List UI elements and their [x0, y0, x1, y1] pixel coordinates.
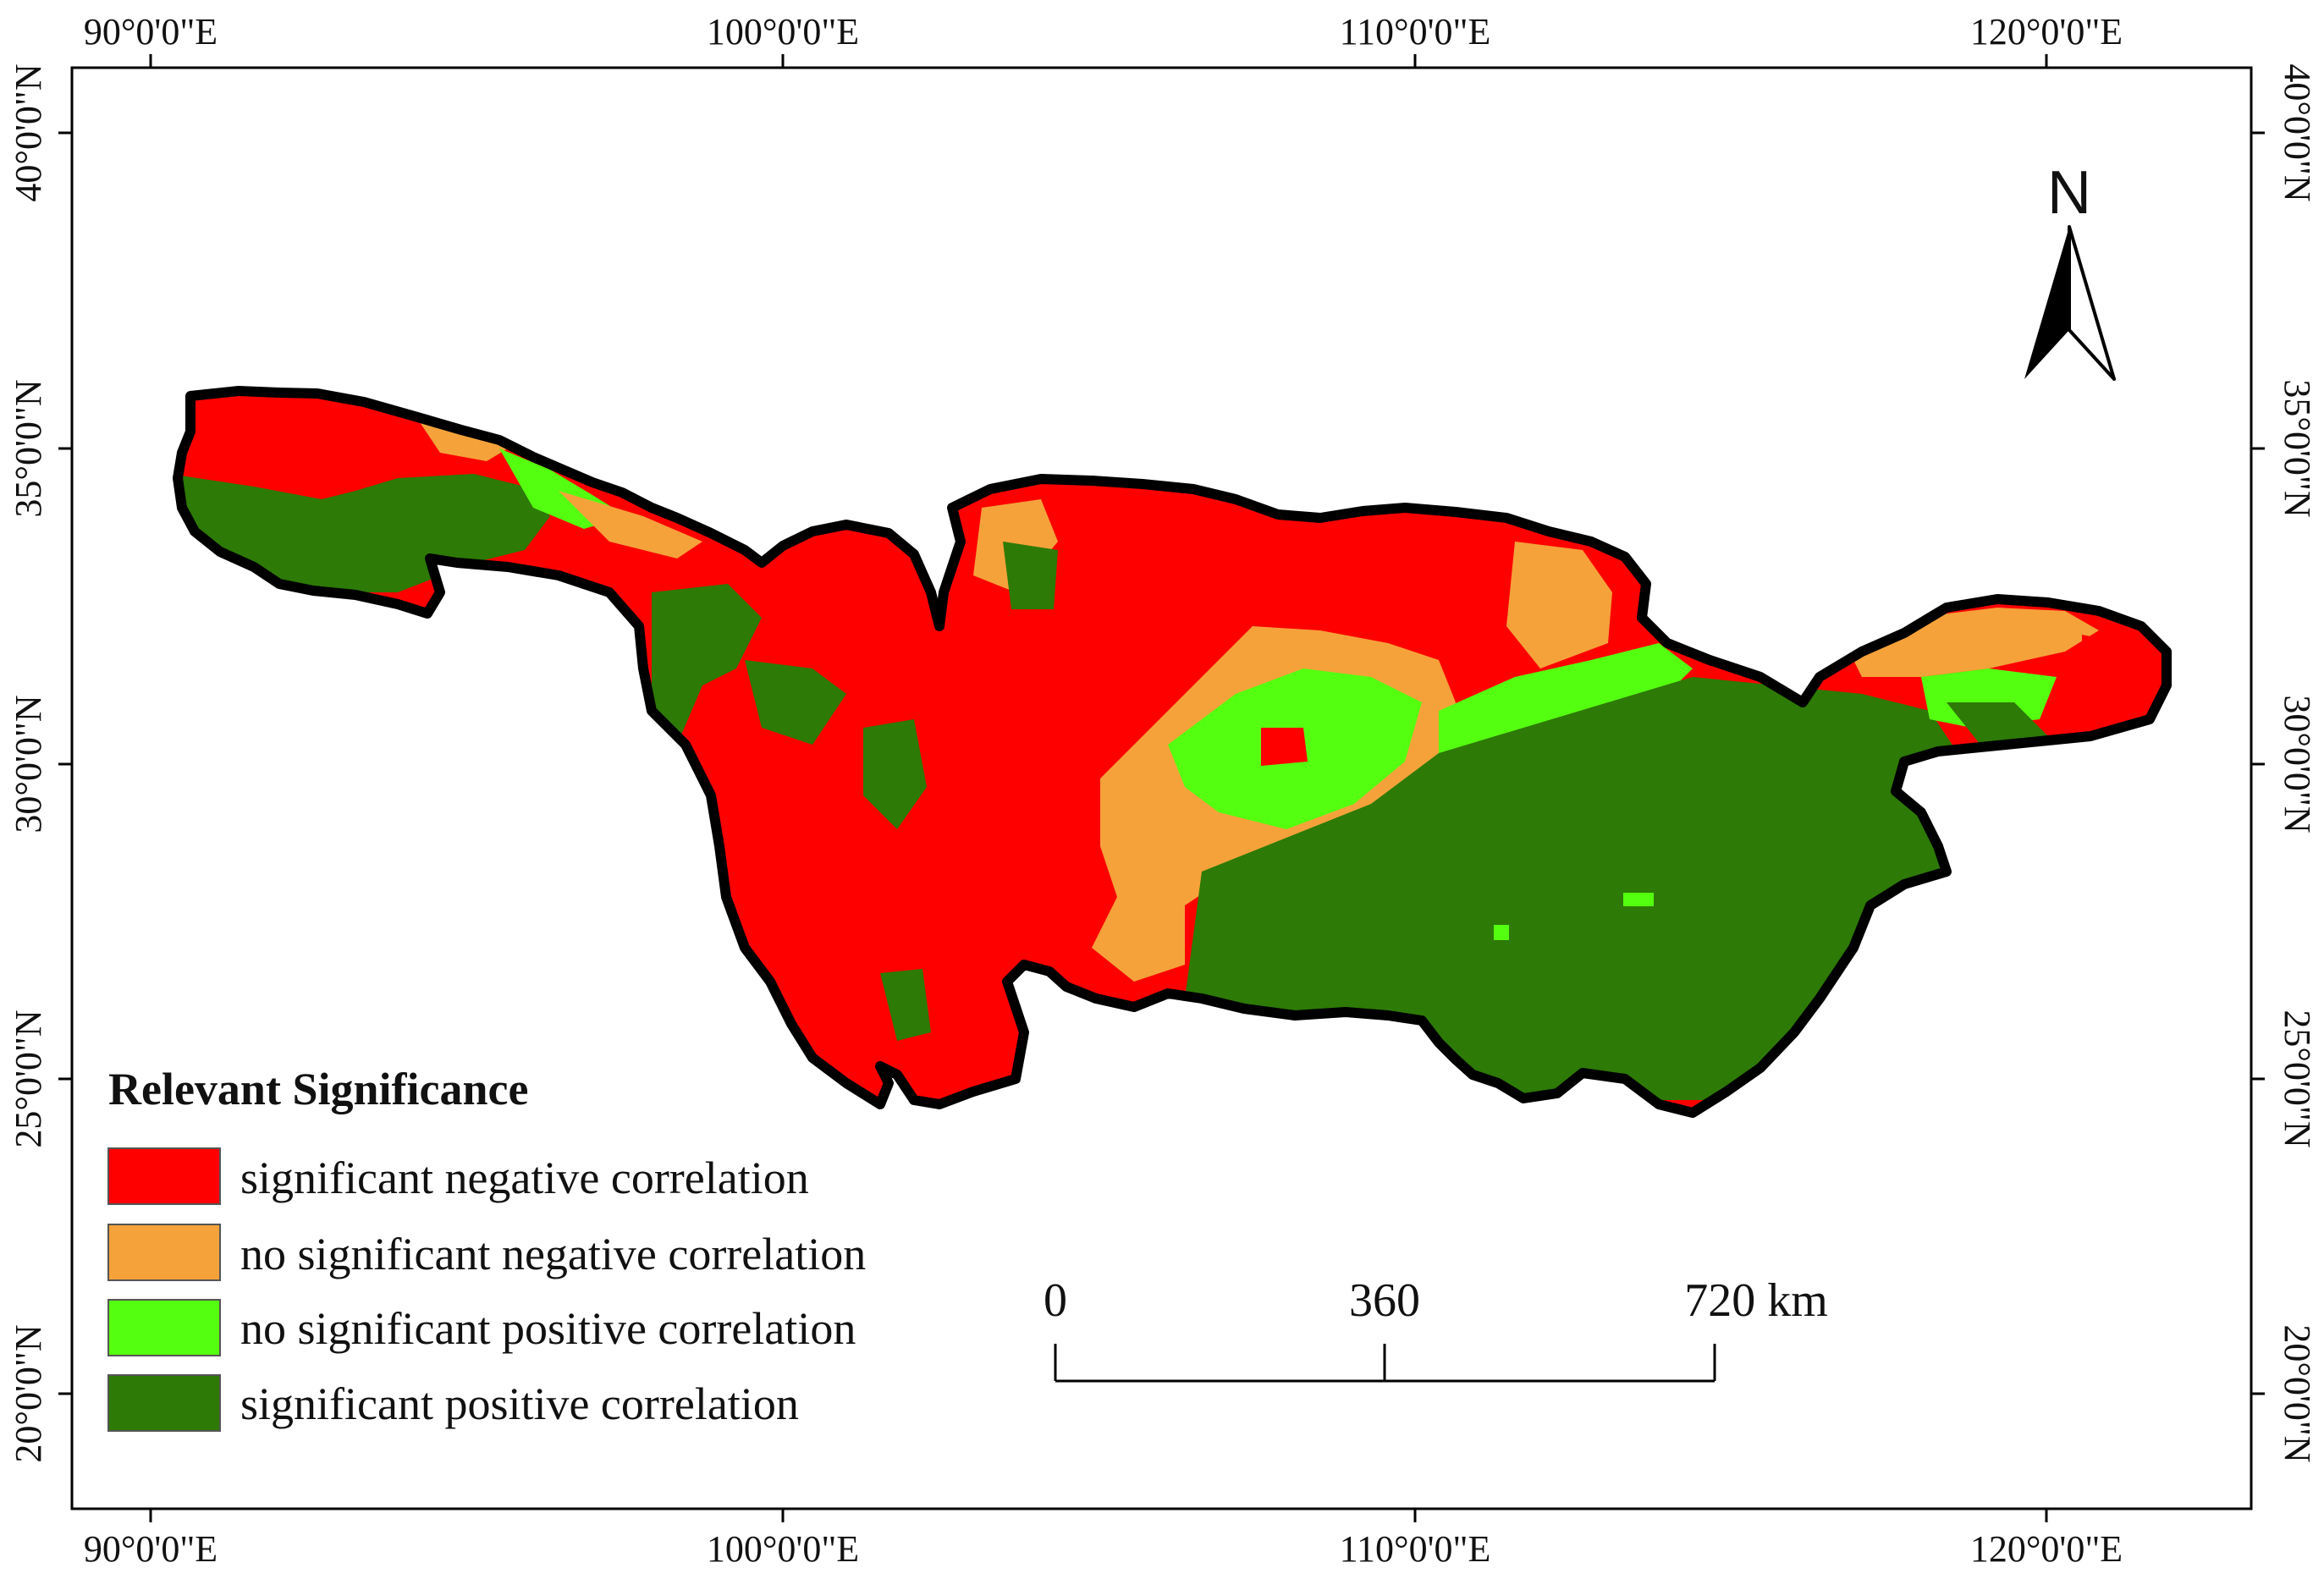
lon-label-top-100: 100°0'0"E [707, 11, 859, 52]
lon-label-bottom-110: 110°0'0"E [1340, 1528, 1491, 1570]
legend-label-nosig-neg: no significant negative correlation [240, 1229, 866, 1279]
legend-swatch-nosig-neg [107, 1224, 221, 1281]
zone-delta-sig-pos [1947, 702, 2048, 745]
lon-label-top-90: 90°0'0"E [84, 11, 218, 52]
legend-label-nosig-pos: no significant positive correlation [240, 1303, 856, 1354]
lat-label-left-30: 30°0'0"N [8, 695, 49, 833]
legend-swatch-sig-neg [107, 1147, 221, 1205]
lon-label-bottom-90: 90°0'0"E [84, 1528, 218, 1570]
graticule-ticks [58, 54, 2265, 1522]
zone-west-sig-pos-3 [863, 719, 927, 829]
latitude-labels-right: 40°0'0"N 35°0'0"N 30°0'0"N 25°0'0"N 20°0… [2277, 63, 2318, 1462]
scale-bar: 0 360 720 km [1044, 1274, 1828, 1383]
lat-label-right-35: 35°0'0"N [2277, 379, 2318, 517]
scale-label-360: 360 [1349, 1274, 1420, 1327]
legend-title: Relevant Significance [108, 1064, 528, 1114]
legend-swatch-nosig-pos [107, 1299, 221, 1356]
zone-west-sig-pos-2 [745, 660, 846, 745]
scale-label-0: 0 [1044, 1274, 1067, 1327]
zone-central-sig-neg [1261, 728, 1308, 766]
scale-label-720: 720 km [1684, 1274, 1828, 1327]
zone-neck-nosig-neg [559, 491, 702, 558]
lat-label-right-25: 25°0'0"N [2277, 1010, 2318, 1147]
longitude-labels-top: 90°0'0"E 100°0'0"E 110°0'0"E 120°0'0"E [84, 11, 2123, 52]
lat-label-left-20: 20°0'0"N [8, 1324, 49, 1462]
lon-label-top-120: 120°0'0"E [1970, 11, 2123, 52]
north-arrow-icon: N [2024, 159, 2116, 381]
zone-west-sig-pos [652, 584, 762, 745]
zone-south-sig-pos [880, 969, 931, 1041]
longitude-labels-bottom: 90°0'0"E 100°0'0"E 110°0'0"E 120°0'0"E [84, 1528, 2123, 1570]
lon-label-bottom-120: 120°0'0"E [1970, 1528, 2123, 1570]
lon-label-bottom-100: 100°0'0"E [707, 1528, 859, 1570]
lat-label-right-40: 40°0'0"N [2277, 63, 2318, 201]
zone-north-sig-pos [1003, 542, 1058, 609]
legend-label-sig-pos: significant positive correlation [240, 1378, 799, 1429]
lat-label-left-25: 25°0'0"N [8, 1010, 49, 1147]
lat-label-right-30: 30°0'0"N [2277, 695, 2318, 833]
legend-swatch-sig-pos [107, 1374, 221, 1432]
lat-label-left-40: 40°0'0"N [8, 63, 49, 201]
zone-ne-nosig-neg [1506, 542, 1612, 668]
legend: Relevant Significance significant negati… [107, 1064, 866, 1432]
north-label: N [2047, 159, 2091, 227]
legend-label-sig-neg: significant negative correlation [240, 1153, 809, 1203]
latitude-labels-left: 40°0'0"N 35°0'0"N 30°0'0"N 25°0'0"N 20°0… [8, 63, 49, 1462]
zone-east-sig-pos [1185, 677, 1963, 1100]
lat-label-left-35: 35°0'0"N [8, 379, 49, 517]
lat-label-right-20: 20°0'0"N [2277, 1324, 2318, 1462]
zone-east-nosig-pos-cell [1623, 893, 1654, 906]
zone-east-nosig-pos-cell-2 [1494, 925, 1509, 940]
zone-delta-sig-neg [2082, 635, 2167, 719]
lon-label-top-110: 110°0'0"E [1340, 11, 1491, 52]
zone-east-nosig-pos [1439, 643, 1693, 762]
